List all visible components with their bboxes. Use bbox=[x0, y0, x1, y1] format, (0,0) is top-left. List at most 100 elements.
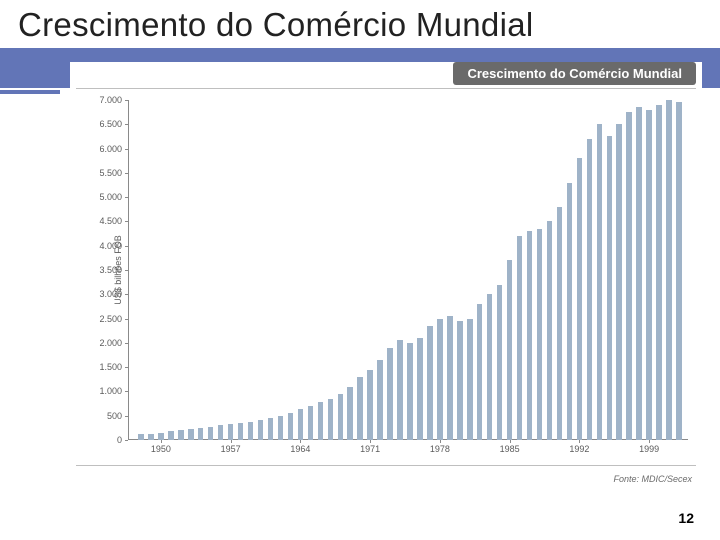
bar bbox=[497, 285, 502, 440]
bar bbox=[527, 231, 532, 440]
x-tick-label: 1971 bbox=[360, 444, 380, 454]
bar bbox=[198, 428, 203, 440]
y-tick-label: 4.000 bbox=[99, 241, 122, 251]
bar bbox=[258, 420, 263, 440]
x-tick-mark bbox=[649, 440, 650, 443]
y-tick-mark bbox=[125, 197, 128, 198]
y-tick-label: 3.500 bbox=[99, 265, 122, 275]
y-tick-mark bbox=[125, 173, 128, 174]
x-tick-mark bbox=[440, 440, 441, 443]
bar bbox=[328, 399, 333, 440]
y-tick-label: 0 bbox=[117, 435, 122, 445]
y-axis-line bbox=[128, 100, 129, 440]
bar bbox=[577, 158, 582, 440]
chart-plot-area: US$ bilhões FOB 05001.0001.5002.0002.500… bbox=[128, 100, 688, 440]
x-tick-mark bbox=[300, 440, 301, 443]
bar bbox=[447, 316, 452, 440]
y-tick-mark bbox=[125, 343, 128, 344]
bar bbox=[587, 139, 592, 440]
bar bbox=[557, 207, 562, 440]
bar bbox=[507, 260, 512, 440]
page-number: 12 bbox=[678, 510, 694, 526]
bar bbox=[288, 413, 293, 440]
bar bbox=[397, 340, 402, 440]
slide: Crescimento do Comércio Mundial Crescime… bbox=[0, 0, 720, 540]
bar bbox=[547, 221, 552, 440]
bar bbox=[138, 434, 143, 440]
bar bbox=[487, 294, 492, 440]
y-tick-label: 7.000 bbox=[99, 95, 122, 105]
chart-source: Fonte: MDIC/Secex bbox=[613, 474, 692, 484]
y-tick-mark bbox=[125, 367, 128, 368]
y-tick-mark bbox=[125, 294, 128, 295]
bar bbox=[387, 348, 392, 440]
x-tick-mark bbox=[579, 440, 580, 443]
bar bbox=[646, 110, 651, 440]
bar bbox=[268, 418, 273, 440]
x-tick-mark bbox=[510, 440, 511, 443]
x-tick-label: 1957 bbox=[221, 444, 241, 454]
bar bbox=[597, 124, 602, 440]
bar bbox=[607, 136, 612, 440]
bar bbox=[238, 423, 243, 440]
chart-title-pill: Crescimento do Comércio Mundial bbox=[453, 62, 696, 85]
y-tick-label: 4.500 bbox=[99, 216, 122, 226]
y-tick-mark bbox=[125, 440, 128, 441]
bar bbox=[308, 406, 313, 440]
bar bbox=[407, 343, 412, 440]
bar bbox=[228, 424, 233, 441]
y-tick-label: 3.000 bbox=[99, 289, 122, 299]
bar bbox=[188, 429, 193, 440]
y-tick-mark bbox=[125, 246, 128, 247]
x-tick-label: 1985 bbox=[500, 444, 520, 454]
bar bbox=[357, 377, 362, 440]
y-tick-label: 6.000 bbox=[99, 144, 122, 154]
x-tick-label: 1978 bbox=[430, 444, 450, 454]
bar bbox=[467, 319, 472, 440]
y-tick-label: 5.000 bbox=[99, 192, 122, 202]
bar bbox=[148, 434, 153, 440]
bar bbox=[417, 338, 422, 440]
bar bbox=[437, 319, 442, 440]
bar bbox=[278, 416, 283, 440]
bar bbox=[676, 102, 681, 440]
bar bbox=[477, 304, 482, 440]
bar bbox=[666, 100, 671, 440]
chart-top-rule bbox=[76, 88, 696, 89]
bar bbox=[158, 433, 163, 440]
x-tick-label: 1999 bbox=[639, 444, 659, 454]
bar bbox=[517, 236, 522, 440]
y-tick-label: 6.500 bbox=[99, 119, 122, 129]
bar bbox=[626, 112, 631, 440]
y-tick-label: 1.500 bbox=[99, 362, 122, 372]
title-underline bbox=[0, 90, 60, 94]
x-tick-mark bbox=[161, 440, 162, 443]
bar bbox=[567, 183, 572, 440]
slide-title: Crescimento do Comércio Mundial bbox=[0, 0, 720, 50]
bar bbox=[318, 402, 323, 440]
bar bbox=[347, 387, 352, 440]
bar bbox=[636, 107, 641, 440]
x-tick-label: 1992 bbox=[569, 444, 589, 454]
y-tick-mark bbox=[125, 391, 128, 392]
bar bbox=[616, 124, 621, 440]
x-tick-label: 1950 bbox=[151, 444, 171, 454]
bar bbox=[656, 105, 661, 440]
y-tick-label: 500 bbox=[107, 411, 122, 421]
bar bbox=[178, 430, 183, 440]
x-tick-label: 1964 bbox=[290, 444, 310, 454]
y-tick-mark bbox=[125, 270, 128, 271]
bar bbox=[208, 427, 213, 440]
y-tick-label: 2.000 bbox=[99, 338, 122, 348]
y-tick-mark bbox=[125, 100, 128, 101]
bar bbox=[168, 431, 173, 440]
bar bbox=[298, 409, 303, 440]
bar bbox=[367, 370, 372, 440]
chart-panel: Crescimento do Comércio Mundial US$ bilh… bbox=[70, 62, 702, 492]
bar bbox=[377, 360, 382, 440]
chart-bottom-rule bbox=[76, 465, 696, 466]
y-tick-mark bbox=[125, 416, 128, 417]
bar bbox=[427, 326, 432, 440]
x-tick-mark bbox=[231, 440, 232, 443]
bar bbox=[248, 422, 253, 440]
